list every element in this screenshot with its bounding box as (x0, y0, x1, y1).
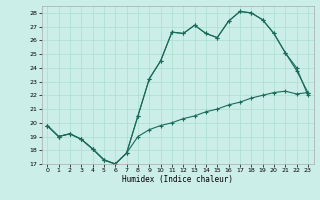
X-axis label: Humidex (Indice chaleur): Humidex (Indice chaleur) (122, 175, 233, 184)
